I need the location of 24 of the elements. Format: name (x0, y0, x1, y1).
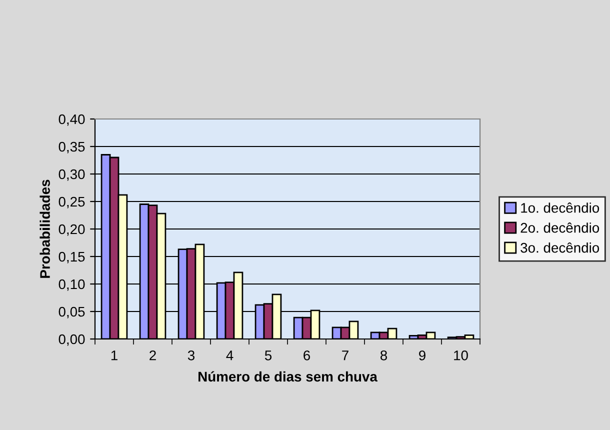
x-tick-label: 10 (454, 350, 468, 360)
x-tick-label: 2 (150, 350, 156, 360)
x-tick-label: 1 (111, 350, 118, 360)
x-tick-label: 8 (380, 350, 388, 360)
x-tick-label: 6 (304, 350, 310, 360)
y-tick-label: 0,20 (58, 224, 85, 236)
y-axis-title: Probabilidades (40, 180, 50, 278)
x-tick-label: 4 (226, 350, 234, 360)
x-tick-label: 3 (188, 350, 194, 360)
y-tick-label: 0,35 (58, 142, 85, 154)
legend-label: 2o. decêndio (520, 222, 600, 233)
x-tick-label: 5 (264, 350, 272, 360)
y-tick-label: 0,30 (58, 169, 85, 181)
y-tick-label: 0,15 (58, 252, 85, 264)
x-tick-label: 7 (342, 350, 348, 360)
x-axis-title: Número de dias sem chuva (198, 371, 378, 382)
legend-label: 1o. decêndio (521, 202, 600, 213)
y-tick-label: 0,40 (58, 114, 85, 126)
y-tick-label: 0,25 (58, 196, 85, 208)
y-tick-label: 0,10 (58, 279, 85, 291)
y-tick-label: 0,05 (58, 306, 85, 318)
y-tick-label: 0,00 (58, 334, 85, 346)
legend-label: 3o. decêndio (520, 242, 600, 253)
x-tick-label: 9 (419, 350, 426, 360)
